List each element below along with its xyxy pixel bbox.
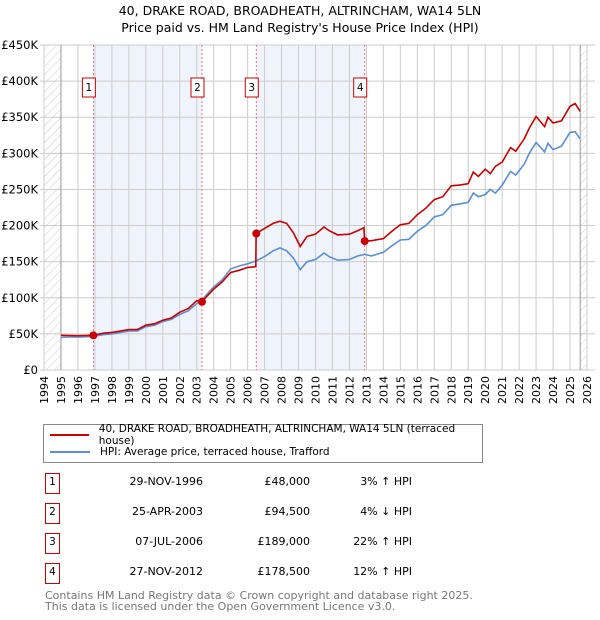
sale-label-border — [244, 77, 259, 98]
x-tick-label: 2007 — [259, 376, 272, 404]
sale-label-border — [353, 77, 368, 98]
sale-label-number: 1 — [86, 82, 93, 94]
x-tick-label: 1997 — [89, 376, 102, 404]
x-tick-label: 2013 — [360, 376, 373, 404]
x-tick-label: 2008 — [276, 376, 289, 404]
x-tick-label: 2017 — [428, 376, 441, 404]
sale-label-number: 4 — [357, 82, 364, 94]
sale-hpi-change: 22% ↑ HPI — [353, 535, 412, 548]
legend-label: 40, DRAKE ROAD, BROADHEATH, ALTRINCHAM, … — [98, 423, 456, 447]
x-tick-label: 2026 — [581, 376, 594, 404]
x-tick-label: 2018 — [445, 376, 458, 404]
y-tick-label: £350K — [1, 110, 38, 124]
x-tick-label: 2023 — [530, 376, 543, 404]
legend: 40, DRAKE ROAD, BROADHEATH, ALTRINCHAM, … — [43, 423, 483, 463]
x-tick-label: 1995 — [55, 376, 68, 404]
legend-item-property: 40, DRAKE ROAD, BROADHEATH, ALTRINCHAM, … — [50, 423, 482, 447]
x-tick-label: 2015 — [394, 376, 407, 404]
sale-date: 29-NOV-1996 — [129, 475, 203, 488]
sale-label-number: 3 — [248, 82, 255, 94]
shaded-band — [256, 45, 365, 370]
y-tick-label: £100K — [1, 291, 38, 305]
x-tick-label: 2003 — [191, 376, 204, 404]
x-tick-label: 2002 — [174, 376, 187, 404]
sale-marker — [197, 297, 206, 306]
sale-number: 2 — [45, 503, 60, 524]
sale-marker — [89, 331, 98, 340]
sale-row: 3 07-JUL-2006 £189,000 22% ↑ HPI — [45, 533, 445, 554]
sale-price: £48,000 — [264, 475, 311, 488]
x-tick-label: 1996 — [72, 376, 85, 404]
y-tick-label: £450K — [1, 38, 38, 52]
legend-swatch-blue — [50, 451, 90, 453]
x-tick-label: 2012 — [343, 376, 356, 404]
legend-swatch-red — [50, 434, 89, 436]
x-tick-label: 2011 — [326, 376, 339, 404]
x-tick-label: 2009 — [293, 376, 306, 404]
sale-date: 07-JUL-2006 — [135, 535, 203, 548]
x-tick-label: 2004 — [208, 376, 221, 404]
chart-plot: 1994 1995 1996 1997 1998 1999 2000 2001 2002 2003… — [1, 38, 595, 404]
sale-marker — [360, 237, 369, 246]
x-tick-label: 1998 — [106, 376, 119, 404]
x-tick-label: 2021 — [496, 376, 509, 404]
x-tick-label: 2000 — [140, 376, 153, 404]
y-tick-label: £0 — [23, 363, 38, 377]
x-tick-label: 1994 — [38, 376, 51, 404]
x-tick-label: 2019 — [462, 376, 475, 404]
chart-subtitle: Price paid vs. HM Land Registry's House … — [121, 20, 479, 35]
hatched-region — [580, 45, 587, 370]
x-tick-label: 2005 — [225, 376, 238, 404]
sale-row: 4 27-NOV-2012 £178,500 12% ↑ HPI — [45, 563, 445, 584]
sale-price: £178,500 — [257, 565, 311, 578]
x-tick-label: 2001 — [157, 376, 170, 404]
y-tick-label: £150K — [1, 255, 38, 269]
sale-label-border — [190, 77, 205, 98]
sale-date: 27-NOV-2012 — [129, 565, 203, 578]
hpi-line — [60, 130, 581, 339]
sale-label-box: 2 — [190, 77, 205, 98]
sale-price: £189,000 — [257, 535, 311, 548]
legend-label: HPI: Average price, terraced house, Traf… — [100, 446, 330, 458]
sale-number: 4 — [45, 563, 60, 584]
y-tick-label: £50K — [9, 327, 39, 341]
sale-hpi-change: 3% ↑ HPI — [360, 475, 412, 488]
sale-number: 3 — [45, 533, 60, 554]
sale-price: £94,500 — [264, 505, 311, 518]
shaded-band — [93, 45, 202, 370]
x-tick-label: 2010 — [310, 376, 323, 404]
sale-label-box: 3 — [244, 77, 259, 98]
sale-hpi-change: 12% ↑ HPI — [353, 565, 412, 578]
sale-label-box: 1 — [81, 77, 96, 98]
footer: Contains HM Land Registry data © Crown c… — [45, 590, 473, 612]
sale-hpi-change: 4% ↓ HPI — [360, 505, 412, 518]
sale-number: 1 — [45, 473, 60, 494]
sale-date: 25-APR-2003 — [131, 505, 203, 518]
x-tick-label: 2024 — [547, 376, 560, 404]
y-tick-label: £400K — [1, 74, 38, 88]
x-tick-label: 1999 — [123, 376, 136, 404]
sale-row: 1 29-NOV-1996 £48,000 3% ↑ HPI — [45, 473, 445, 494]
y-tick-label: £200K — [1, 219, 38, 233]
x-tick-label: 2020 — [479, 376, 492, 404]
x-tick-label: 2014 — [377, 376, 390, 404]
sale-marker — [252, 229, 261, 238]
chart-title: 40, DRAKE ROAD, BROADHEATH, ALTRINCHAM, … — [118, 3, 482, 18]
footer-licence: This data is licensed under the Open Gov… — [45, 600, 396, 613]
x-tick-label: 2025 — [564, 376, 577, 404]
y-tick-label: £250K — [1, 182, 38, 196]
sale-label-number: 2 — [194, 82, 201, 94]
sale-row: 2 25-APR-2003 £94,500 4% ↓ HPI — [45, 503, 445, 524]
sale-label-box: 4 — [353, 77, 368, 98]
x-tick-label: 2006 — [242, 376, 255, 404]
x-tick-label: 2016 — [411, 376, 424, 404]
footer-copyright: Contains HM Land Registry data © Crown c… — [45, 589, 473, 602]
sale-label-border — [81, 77, 96, 98]
x-tick-label: 2022 — [513, 376, 526, 404]
property-line — [60, 102, 581, 337]
y-tick-label: £300K — [1, 146, 38, 160]
legend-item-hpi: HPI: Average price, terraced house, Traf… — [50, 444, 330, 460]
hatched-region — [44, 45, 61, 370]
